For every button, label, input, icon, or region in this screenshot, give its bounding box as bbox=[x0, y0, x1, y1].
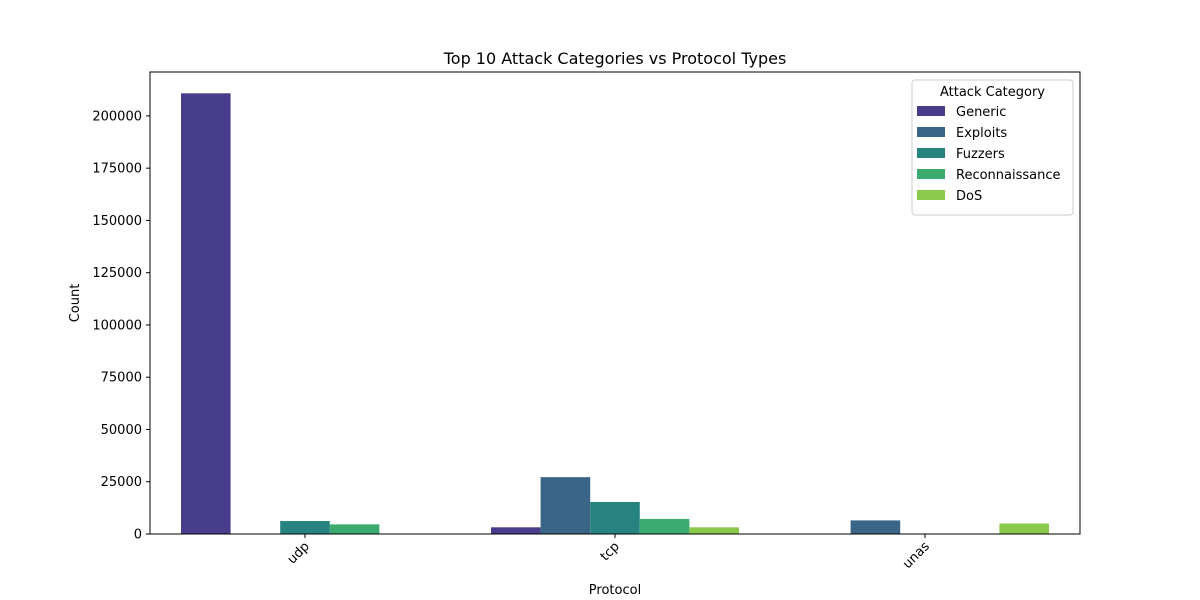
bars-layer bbox=[181, 93, 1049, 534]
y-tick-label: 75000 bbox=[101, 371, 142, 386]
y-tick-label: 150000 bbox=[92, 214, 142, 229]
y-tick-label: 175000 bbox=[92, 162, 142, 177]
legend-title: Attack Category bbox=[940, 85, 1045, 100]
x-tick-label: udp bbox=[285, 539, 313, 567]
y-tick-label: 100000 bbox=[92, 318, 142, 333]
bar-reconnaissance-tcp bbox=[639, 518, 690, 534]
bar-reconnaissance-udp bbox=[329, 524, 380, 534]
axes-layer: 0 25000 50000 75000 100000 125000 150000 175000… bbox=[92, 71, 1081, 572]
x-tick-label: tcp bbox=[598, 539, 623, 564]
legend-swatch-reconnaissance bbox=[917, 169, 945, 179]
bar-generic-tcp bbox=[491, 527, 541, 534]
legend-box bbox=[911, 79, 1074, 216]
x-axis-label: Protocol bbox=[589, 583, 641, 598]
y-tick-label: 0 bbox=[134, 528, 142, 543]
legend-label-dos: DoS bbox=[956, 189, 982, 204]
legend: Attack Category Generic Exploits Fuzzers Rec… bbox=[911, 79, 1074, 216]
legend-swatch-fuzzers bbox=[917, 148, 945, 158]
bar-generic-udp bbox=[181, 93, 231, 534]
legend-label-generic: Generic bbox=[956, 105, 1006, 120]
legend-label-fuzzers: Fuzzers bbox=[956, 147, 1005, 162]
legend-swatch-dos bbox=[917, 190, 945, 200]
y-axis-label: Count bbox=[68, 284, 83, 323]
chart-title: Top 10 Attack Categories vs Protocol Typ… bbox=[443, 49, 787, 68]
bar-dos-unas bbox=[999, 523, 1049, 534]
y-tick-label: 125000 bbox=[92, 266, 142, 281]
bar-fuzzers-tcp bbox=[590, 502, 640, 534]
bar-fuzzers-udp bbox=[280, 521, 330, 534]
bar-exploits-unas bbox=[850, 520, 901, 534]
y-tick-label: 25000 bbox=[101, 475, 142, 490]
legend-swatch-generic bbox=[917, 106, 945, 116]
legend-label-exploits: Exploits bbox=[956, 126, 1007, 141]
bar-dos-tcp bbox=[689, 527, 739, 534]
legend-swatch-exploits bbox=[917, 127, 945, 137]
x-tick-label: unas bbox=[900, 539, 933, 572]
y-tick-label: 200000 bbox=[92, 109, 142, 124]
y-tick-label: 50000 bbox=[101, 423, 142, 438]
legend-label-reconnaissance: Reconnaissance bbox=[956, 168, 1061, 183]
bar-exploits-tcp bbox=[540, 477, 591, 534]
